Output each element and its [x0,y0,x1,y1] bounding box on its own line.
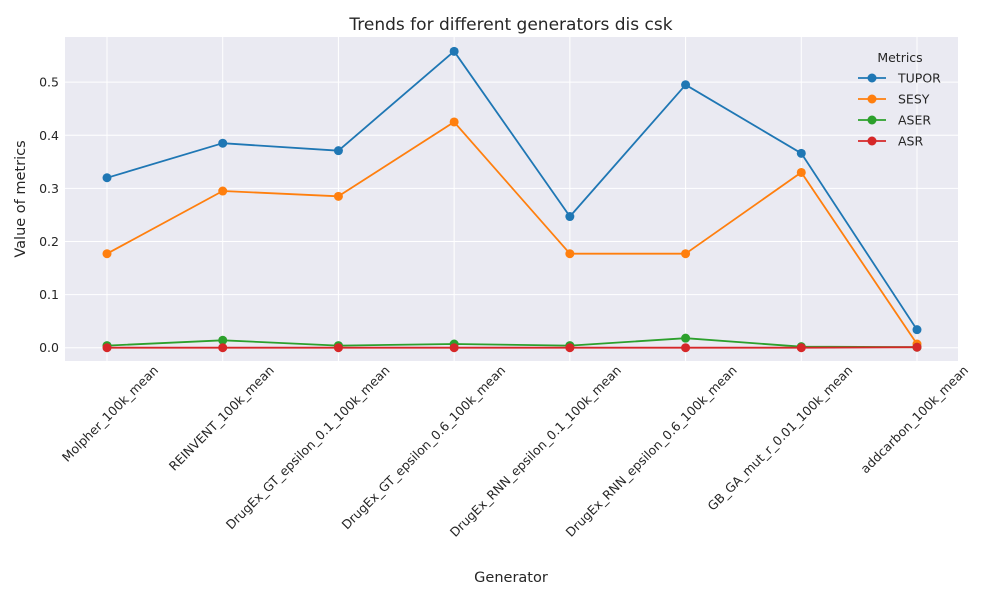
data-point-tupor [333,146,343,156]
data-point-sesy [565,249,575,259]
data-point-aser [681,333,691,343]
data-point-asr [565,343,575,353]
series-layer [102,46,922,353]
legend-swatch-marker [867,115,877,125]
data-point-tupor [681,80,691,90]
legend-entry-label: ASR [898,134,923,149]
series-line-sesy [106,121,918,345]
grid [65,37,958,361]
data-point-tupor [796,148,806,158]
data-point-asr [681,343,691,353]
data-point-sesy [681,249,691,259]
data-point-asr [796,343,806,353]
y-tick-label: 0.2 [39,234,59,249]
data-point-tupor [912,325,922,335]
x-axis-label: Generator [474,570,548,586]
y-tick-labels: 0.0 0.1 0.2 0.3 0.4 0.5 [39,75,59,356]
legend-swatch-marker [867,94,877,104]
data-point-tupor [565,212,575,222]
data-point-tupor [449,46,459,56]
data-point-sesy [218,186,228,196]
data-point-sesy [796,167,806,177]
x-tick-label: addcarbon_100k_mean [857,363,971,477]
series-line-asr [107,346,918,349]
y-tick-label: 0.1 [39,287,59,302]
y-tick-label: 0.4 [39,128,59,143]
data-point-tupor [218,138,228,148]
x-tick-labels: Molpher_100k_mean REINVENT_100k_meanDrugE… [59,363,971,540]
legend-entry-label: TUPOR [897,71,941,86]
data-point-sesy [102,249,112,259]
y-tick-label: 0.0 [39,340,59,355]
legend-title: Metrics [877,50,922,65]
data-point-asr [449,343,459,353]
data-point-tupor [102,173,112,183]
x-tick-label: REINVENT_100k_mean [166,363,277,474]
plot-area [65,37,958,361]
x-tick-label: Molpher_100k_mean [59,363,161,465]
data-point-aser [218,335,228,345]
legend-swatch-marker [867,136,877,146]
legend: Metrics TUPOR SESY ASER ASR [858,50,941,149]
data-point-asr [218,343,228,353]
y-tick-label: 0.3 [39,181,59,196]
data-point-asr [102,343,112,353]
chart-title: Trends for different generators dis csk [348,15,672,35]
series-line-aser [106,337,918,349]
data-point-asr [333,343,343,353]
legend-entry-label: ASER [898,113,931,128]
legend-entry-label: SESY [898,92,930,107]
y-tick-label: 0.5 [39,75,59,90]
series-line-tupor [106,50,918,331]
data-point-sesy [333,191,343,201]
legend-swatch-marker [867,73,877,83]
y-axis-label: Value of metrics [13,140,29,257]
data-point-asr [912,342,922,352]
data-point-sesy [449,117,459,127]
